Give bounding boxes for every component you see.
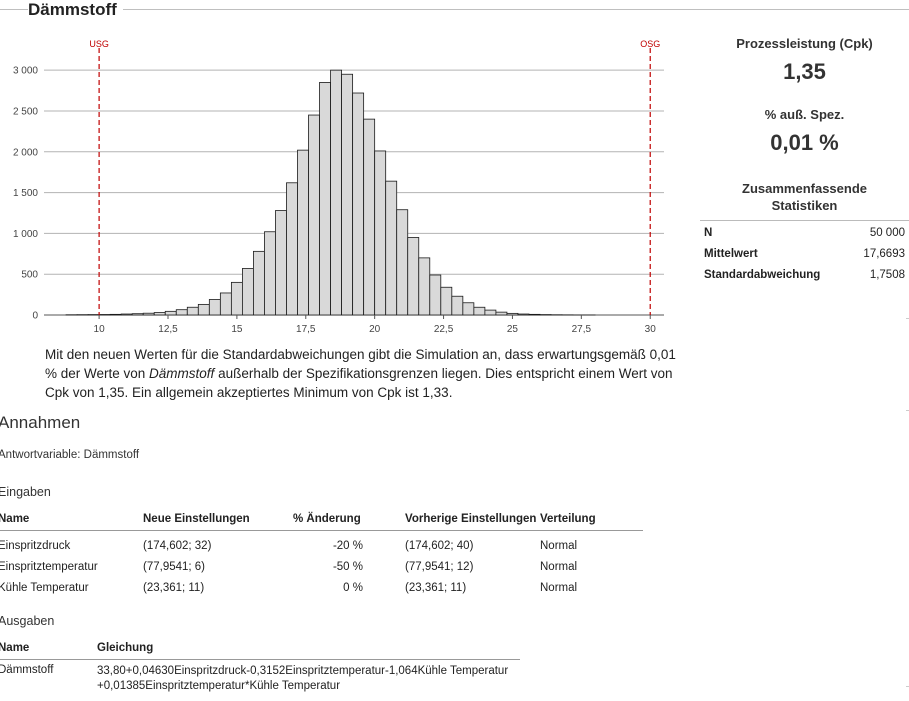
- outputs-heading: Ausgaben: [0, 614, 55, 628]
- histogram-bar: [164, 310, 177, 316]
- equation-line-1: 33,80+0,04630Einspritzdruck-0,3152Einspr…: [97, 665, 509, 677]
- summary-row: Standardabweichung 1,7508: [704, 269, 905, 281]
- description-text: Mit den neuen Werten für die Standardabw…: [45, 347, 676, 400]
- y-tick-label: 2 000: [13, 147, 38, 158]
- histogram-bar: [352, 92, 365, 316]
- x-tick-label: 30: [645, 324, 657, 335]
- summary-row: Mittelwert 17,6693: [704, 248, 905, 260]
- y-tick-label: 1 500: [13, 188, 38, 199]
- y-tick-label: 0: [32, 311, 38, 322]
- histogram-bar: [241, 268, 254, 316]
- inputs-heading: Eingaben: [0, 485, 51, 499]
- histogram-bar: [197, 303, 210, 316]
- histogram-bar: [264, 231, 276, 316]
- table-row: Einspritzdruck (174,602; 32) -20 % (174,…: [0, 539, 578, 552]
- histogram-bar: [253, 250, 265, 316]
- histogram-bar: [297, 149, 309, 316]
- out-of-spec-value: 0,01 %: [770, 130, 839, 155]
- x-tick-label: 25: [507, 324, 519, 335]
- table-row: Dämmstoff 33,80+0,04630Einspritzdruck-0,…: [0, 660, 520, 695]
- histogram-bar: [275, 210, 287, 316]
- y-tick-label: 2 500: [13, 106, 38, 117]
- histogram-bar: [308, 114, 320, 316]
- x-tick-label: 20: [369, 324, 381, 335]
- histogram-chart: 0 500 1 000 1 500 2 000 2 500 3 000 10 12,5 15 17,…: [13, 39, 664, 335]
- spec-limit-label: USG: [89, 39, 109, 49]
- summary-row: N 50 000: [704, 227, 905, 239]
- assumptions-heading: Annahmen: [0, 413, 81, 432]
- x-tick-label: 15: [231, 324, 243, 335]
- scroll-tick: [906, 318, 909, 319]
- histogram-bar: [175, 309, 188, 316]
- histogram-bar: [484, 309, 497, 316]
- section-rule: [0, 9, 909, 10]
- y-tick-label: 500: [21, 270, 38, 281]
- histogram-bar: [330, 69, 343, 316]
- x-tick-label: 27,5: [572, 324, 592, 335]
- histogram-bar: [462, 302, 475, 316]
- y-tick-label: 3 000: [13, 66, 38, 77]
- inputs-header-row: Name Neue Einstellungen % Änderung Vorhe…: [0, 508, 643, 531]
- inputs-table: Name Neue Einstellungen % Änderung Vorhe…: [0, 508, 643, 598]
- summary-title: Zusammenfassende Statistiken: [742, 181, 867, 213]
- histogram-bar: [208, 299, 221, 316]
- histogram-bar: [418, 257, 431, 316]
- histogram-bar: [396, 209, 409, 316]
- histogram-bar: [495, 311, 508, 316]
- spec-limit-label: OSG: [640, 39, 660, 49]
- histogram-bar: [374, 150, 387, 316]
- cpk-value: 1,35: [783, 59, 826, 84]
- out-of-spec-label: % auß. Spez.: [764, 107, 845, 122]
- histogram-bar: [451, 295, 464, 316]
- histogram-bar: [219, 292, 232, 316]
- histogram-bar: [286, 182, 298, 316]
- histogram-bar: [142, 312, 155, 316]
- outputs-header-row: Name Gleichung: [0, 637, 520, 660]
- equation-line-2: +0,01385Einspritztemperatur*Kühle Temper…: [97, 680, 341, 692]
- table-row: Einspritztemperatur (77,9541; 6) -50 % (…: [0, 560, 578, 573]
- scroll-tick: [906, 410, 909, 411]
- y-tick-label: 1 000: [13, 229, 38, 240]
- histogram-bar: [153, 312, 166, 316]
- histogram-bar: [429, 274, 442, 316]
- histogram-bar: [407, 237, 420, 316]
- x-tick-label: 12,5: [158, 324, 178, 335]
- histogram-bar: [506, 312, 519, 316]
- summary-table: N 50 000 Mittelwert 17,6693 Standardabweic…: [700, 220, 909, 286]
- histogram-bar: [363, 118, 376, 316]
- x-tick-label: 22,5: [434, 324, 454, 335]
- cpk-label: Prozessleistung (Cpk): [736, 36, 873, 51]
- response-variable: Antwortvariable: Dämmstoff: [0, 449, 140, 461]
- x-tick-label: 10: [94, 324, 106, 335]
- histogram-bar: [473, 306, 486, 316]
- histogram-bar: [517, 313, 530, 316]
- outputs-table: Name Gleichung Dämmstoff 33,80+0,04630Ei…: [0, 637, 520, 694]
- histogram-bar: [131, 313, 144, 316]
- histogram-bar: [319, 82, 331, 316]
- histogram-bar: [341, 73, 354, 316]
- section-title: Dämmstoff: [28, 0, 123, 20]
- histogram-bar: [230, 281, 243, 316]
- stats-panel: Prozessleistung (Cpk) 1,35 % auß. Spez. …: [700, 36, 909, 286]
- histogram-bar: [528, 313, 541, 316]
- histogram-bar: [109, 313, 122, 316]
- histogram-bar: [440, 286, 453, 316]
- histogram-bar: [186, 306, 199, 316]
- table-row: Kühle Temperatur (23,361; 11) 0 % (23,36…: [0, 581, 578, 594]
- x-tick-label: 17,5: [296, 324, 316, 335]
- histogram-bar: [385, 180, 398, 316]
- scroll-tick: [906, 686, 909, 687]
- histogram-bar: [120, 313, 133, 316]
